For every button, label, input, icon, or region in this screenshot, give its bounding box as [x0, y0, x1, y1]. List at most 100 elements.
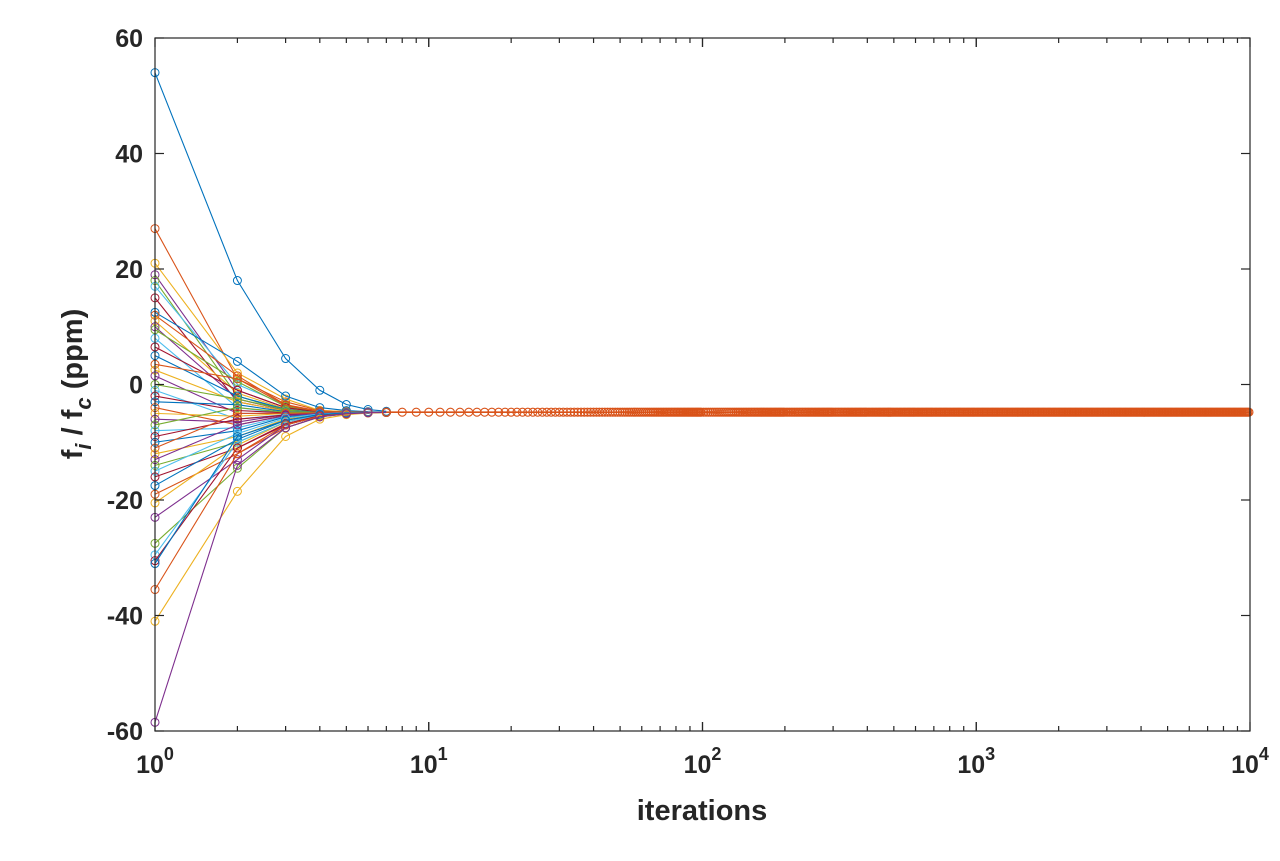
x-tick-label: 101 — [410, 744, 448, 779]
data-point — [232, 371, 242, 381]
data-point — [232, 420, 242, 430]
data-point — [232, 429, 242, 439]
y-tick-label: 20 — [115, 256, 143, 284]
converged-point — [494, 407, 504, 417]
series-line — [154, 411, 387, 622]
data-point — [232, 431, 242, 441]
converged-point — [517, 407, 528, 417]
plot-frame — [154, 37, 1251, 732]
data-point — [232, 443, 242, 453]
x-tick-label: 104 — [1231, 744, 1269, 779]
converged-point — [528, 407, 538, 417]
converged-point — [445, 407, 455, 417]
data-point — [232, 403, 242, 413]
data-point — [232, 426, 242, 436]
data-point — [232, 463, 242, 473]
data-point — [232, 414, 242, 424]
data-point — [232, 385, 242, 395]
data-point — [281, 408, 291, 418]
data-point — [232, 423, 242, 433]
data-point — [232, 388, 242, 398]
converged-point — [506, 407, 516, 417]
converged-point — [615, 407, 625, 417]
converged-point — [1244, 407, 1254, 417]
y-tick-label: -20 — [107, 487, 143, 515]
data-point — [232, 400, 242, 410]
data-point — [232, 391, 242, 401]
data-point — [232, 356, 242, 366]
converged-point — [589, 407, 599, 417]
converged-point — [705, 407, 716, 417]
converged-point — [617, 407, 627, 417]
data-point — [232, 417, 242, 427]
converged-point — [586, 407, 596, 417]
series-line — [154, 411, 387, 723]
converged-point — [558, 407, 568, 417]
converged-point — [397, 407, 407, 417]
data-point — [232, 374, 242, 384]
data-point — [232, 405, 242, 415]
converged-point — [435, 407, 445, 417]
data-point — [315, 385, 325, 395]
series-line — [154, 262, 387, 413]
converged-point — [487, 407, 497, 417]
converged-point — [566, 407, 576, 417]
series-line — [154, 228, 387, 413]
converged-point — [576, 407, 586, 417]
axes-frame — [154, 37, 1251, 732]
data-point — [232, 486, 242, 496]
data-point — [341, 409, 351, 419]
converged-point — [537, 407, 547, 417]
converged-series — [381, 407, 1254, 417]
x-axis-label: iterations — [637, 795, 768, 827]
converged-point — [620, 407, 630, 417]
converged-point — [562, 407, 572, 417]
converged-point — [381, 407, 391, 417]
x-tick-label: 100 — [136, 744, 174, 779]
converged-point — [610, 407, 620, 417]
y-tick-label: -60 — [107, 718, 143, 746]
converged-point — [582, 407, 593, 417]
data-point — [281, 420, 291, 430]
y-tick-label: 60 — [115, 25, 143, 53]
data-point — [281, 391, 291, 401]
data-point — [363, 408, 373, 418]
converged-point — [512, 407, 522, 417]
data-point — [281, 354, 291, 364]
series-42 — [150, 407, 391, 566]
axis-ticks — [154, 37, 1251, 732]
converged-point — [480, 407, 490, 417]
y-tick-label: 0 — [129, 372, 143, 400]
converged-point — [500, 407, 510, 417]
x-tick-label: 102 — [684, 744, 722, 779]
data-point — [232, 276, 242, 286]
converged-point — [696, 407, 706, 417]
converged-point — [411, 407, 421, 417]
series-line — [154, 72, 387, 412]
data-point — [232, 449, 242, 459]
data-point — [232, 397, 242, 407]
converged-point — [703, 407, 713, 417]
y-tick-label: 40 — [115, 141, 143, 169]
series-line — [154, 280, 387, 414]
series-layer — [150, 68, 1254, 727]
data-point — [232, 460, 242, 470]
converged-point — [579, 407, 589, 417]
data-point — [232, 440, 242, 450]
data-point — [232, 394, 242, 404]
data-point — [281, 423, 291, 433]
data-point — [232, 380, 242, 389]
series-35 — [150, 407, 391, 482]
data-point — [281, 431, 291, 441]
data-point — [315, 414, 325, 424]
data-point — [232, 434, 242, 444]
series-line — [154, 411, 387, 561]
converged-point — [523, 407, 533, 417]
y-tick-label: -40 — [107, 603, 143, 631]
data-point — [232, 411, 242, 421]
data-point — [232, 377, 242, 387]
converged-point — [608, 407, 618, 417]
converged-point — [573, 407, 583, 417]
